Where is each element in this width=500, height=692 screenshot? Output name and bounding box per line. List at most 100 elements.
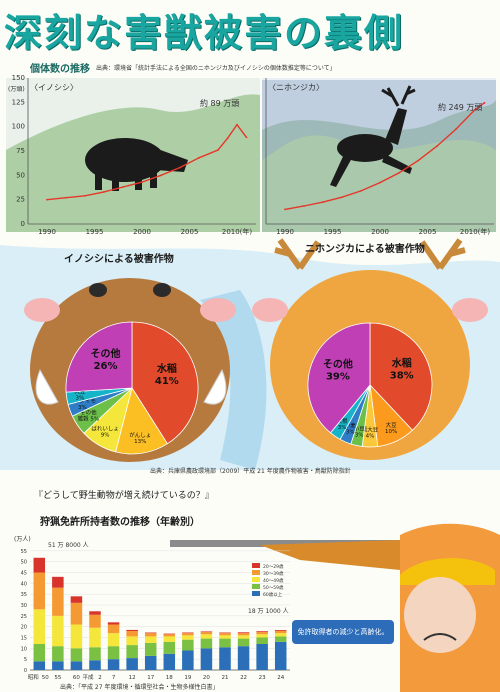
- boar-population-chart: 1990 1995 2000 2005 2010(年) 0 25 50 75 100 125 150: [12, 74, 256, 236]
- bar-segment: [52, 661, 64, 670]
- legend-swatch: [252, 570, 260, 575]
- x-tick-label: 24: [277, 675, 284, 681]
- data-point: [360, 190, 362, 192]
- pie-label-line: その他: [323, 357, 353, 370]
- legend-label: 60歳以上: [263, 591, 283, 598]
- bar-segment: [274, 631, 287, 634]
- boar-population-annotation: 約 89 万頭: [200, 99, 240, 108]
- x-tick-label: 2010(年): [460, 227, 491, 236]
- pie-label: ヤマノイモ 3%: [69, 398, 96, 411]
- bar-segment: [237, 638, 250, 647]
- boar-chart-label: 〈イノシシ〉: [30, 83, 78, 92]
- pie-label: 小麦 3%: [345, 422, 357, 436]
- pie-label-line: 3%: [338, 425, 347, 431]
- bar-segment: [163, 633, 176, 635]
- pie-label-line: 小麦: [345, 422, 357, 430]
- x-tick-label: 2005: [419, 228, 437, 236]
- bar-segment: [107, 659, 120, 670]
- bar-segment: [274, 630, 287, 631]
- bar-segment: [163, 641, 176, 654]
- deer-silhouette: [330, 85, 416, 187]
- data-point: [179, 166, 181, 169]
- boar-crop-pie: 水稲 41%がんしょ 13%ばれいしょ 9%その他雑穀 5%ヤマノイモ 3%大豆 3%その…: [65, 321, 199, 455]
- x-tick-label: 19: [184, 675, 191, 681]
- bar-segment: [89, 614, 101, 628]
- pie-label-line: 26%: [94, 361, 118, 372]
- bar-segment: [126, 629, 138, 631]
- x-tick-label: 2005: [181, 228, 199, 236]
- poster-title: 深刻な害獣被害の裏側: [4, 10, 405, 55]
- data-point: [122, 186, 124, 188]
- bar-segment: [89, 647, 101, 661]
- x-tick-label: 1995: [324, 228, 342, 236]
- x-tick-label: 昭和: [28, 673, 39, 681]
- pie-label-line: ヤマノイモ: [69, 398, 96, 405]
- x-tick-label: 1990: [38, 228, 56, 236]
- bar-segment: [70, 602, 83, 625]
- pie-label-line: 3%: [78, 405, 87, 411]
- bar-segment: [144, 632, 157, 634]
- legend-label: 20～29歳: [263, 563, 284, 570]
- bar-segment: [200, 638, 213, 649]
- data-point: [217, 149, 219, 151]
- y-tick-label: 45: [21, 571, 27, 577]
- bar-segment: [70, 648, 83, 662]
- population-y-unit: (万頭): [8, 86, 25, 93]
- pie-label: 小豆 3%: [354, 424, 366, 438]
- bar-segment: [182, 635, 194, 640]
- pie-label: 大根 3%: [337, 417, 349, 431]
- deer-population-annotation: 約 249 万頭: [438, 103, 483, 112]
- bar-segment: [274, 636, 287, 642]
- x-tick-label: 2010(年): [222, 227, 253, 236]
- bar-segment: [107, 646, 120, 660]
- data-point: [379, 181, 381, 184]
- data-point: [483, 101, 486, 104]
- data-point: [226, 137, 229, 140]
- bar-segment: [33, 557, 46, 573]
- hunters-annotation-first: 51 万 8000 人: [48, 542, 89, 549]
- bar-segment: [144, 642, 157, 656]
- data-point: [198, 156, 200, 159]
- pie-label-line: 9%: [101, 432, 110, 438]
- x-tick-label: 2000: [371, 228, 389, 236]
- pie-label: その他 26%: [91, 347, 121, 372]
- x-tick-label: 2: [98, 675, 102, 681]
- legend-swatch: [252, 563, 260, 568]
- pie-label: がんしょ 13%: [129, 431, 151, 445]
- y-tick-label: 55: [21, 549, 27, 555]
- y-tick-label: 100: [12, 123, 25, 131]
- pie-label-line: 13%: [134, 439, 146, 445]
- data-point: [303, 205, 305, 207]
- bar-segment: [107, 624, 120, 634]
- x-tick-label: 1990: [276, 228, 294, 236]
- bar-segment: [237, 646, 250, 670]
- x-tick-label: 18: [166, 675, 173, 681]
- legend-label: 40～49歳: [263, 577, 284, 584]
- y-tick-label: 30: [21, 603, 27, 609]
- pie-label-line: 3%: [355, 432, 364, 438]
- bar-segment: [274, 633, 287, 637]
- deer-population-chart: 1990 1995 2000 2005 2010(年): [265, 78, 494, 236]
- bar-segment: [126, 645, 138, 659]
- pie-label-line: 大根: [337, 417, 349, 425]
- x-tick-label: 1995: [86, 228, 104, 236]
- bar-segment: [52, 587, 64, 616]
- pie-label: 黒大豆 4%: [362, 426, 379, 440]
- bar-segment: [219, 632, 231, 634]
- data-point: [236, 123, 238, 126]
- bar-segment: [163, 636, 176, 642]
- pie-label-line: その他: [91, 347, 121, 360]
- bar-segment: [163, 653, 176, 670]
- data-point: [103, 190, 105, 193]
- bar-segment: [182, 639, 194, 651]
- bar-segment: [126, 658, 138, 670]
- deer-crop-pie: 水稲 38%大豆 10%黒大豆 4%小豆 3%小麦 3%大根 3%その他 39%: [307, 322, 433, 448]
- bar-segment: [33, 572, 46, 610]
- pie-label: ばれいしょ 9%: [91, 424, 119, 438]
- y-tick-label: 50: [16, 171, 25, 179]
- data-point: [455, 128, 457, 131]
- x-tick-label: 平成: [82, 673, 94, 681]
- pie-label-line: 大豆: [386, 421, 398, 429]
- deer-sky: [262, 80, 496, 160]
- bar-segment: [219, 633, 231, 636]
